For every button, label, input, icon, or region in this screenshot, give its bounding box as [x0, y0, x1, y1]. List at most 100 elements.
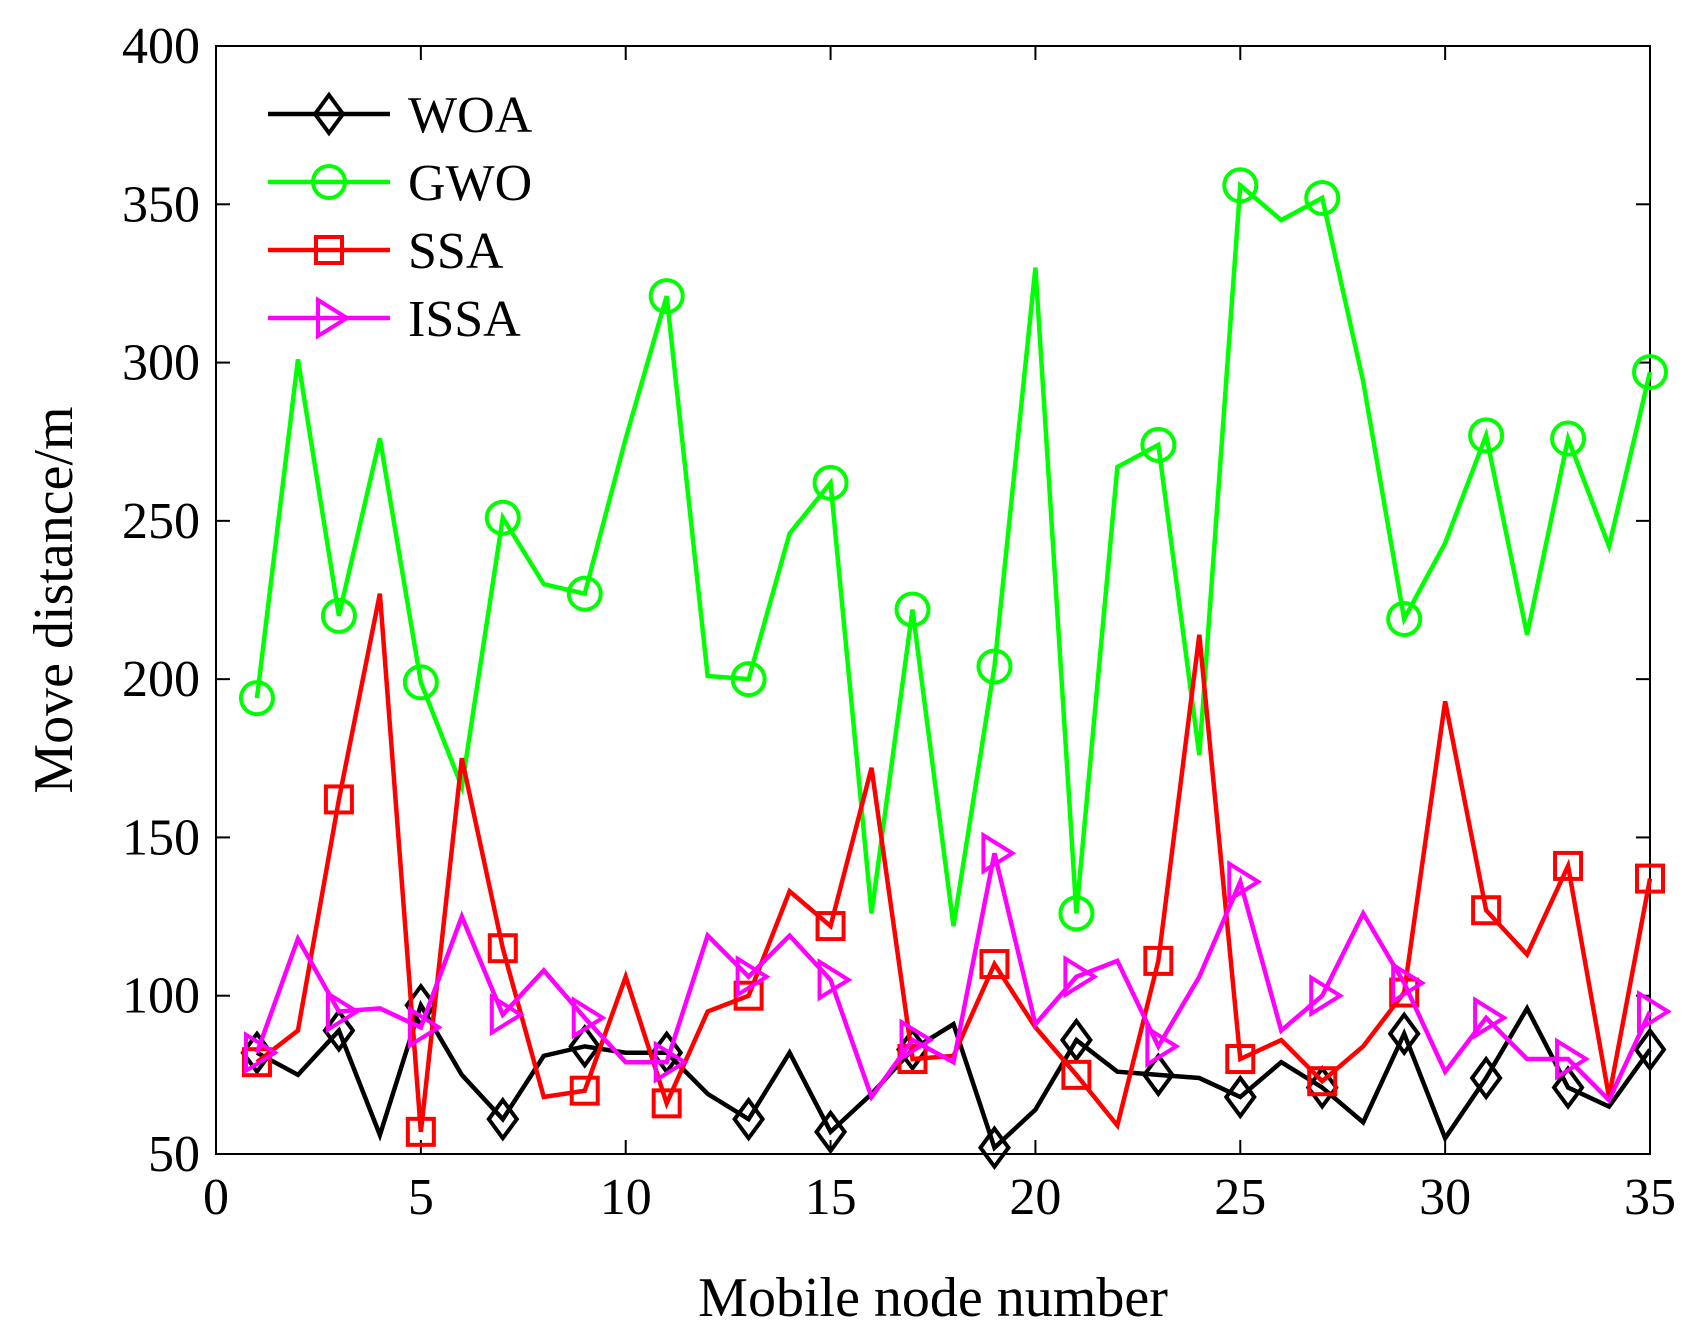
data-point-issa — [1637, 989, 1672, 1034]
data-point-woa — [1305, 1065, 1339, 1110]
y-tick-label: 350 — [122, 176, 200, 233]
y-tick-label: 50 — [148, 1126, 200, 1183]
data-point-ssa — [979, 949, 1010, 980]
legend-label: ISSA — [408, 291, 521, 348]
axis-ticks: 0 5 10 15 20 25 30 35 50 100 150 200 250 300 350 400 — [122, 18, 1676, 1226]
data-point-gwo — [1468, 417, 1505, 454]
data-point-ssa — [405, 1116, 436, 1147]
data-point-gwo — [238, 680, 275, 717]
data-point-gwo — [1222, 167, 1259, 204]
data-point-issa — [1145, 1024, 1181, 1068]
data-point-ssa — [323, 784, 354, 815]
data-point-woa — [486, 1096, 520, 1142]
x-tick-label: 0 — [203, 1169, 229, 1226]
data-point-ssa — [1307, 1066, 1338, 1097]
x-tick-label: 35 — [1624, 1169, 1676, 1226]
data-point-gwo — [1550, 420, 1587, 457]
x-tick-label: 20 — [1009, 1169, 1061, 1226]
data-point-issa — [571, 996, 607, 1040]
data-point-woa — [1059, 1017, 1093, 1063]
data-point-ssa — [1635, 863, 1665, 894]
data-point-woa — [1633, 1027, 1667, 1072]
y-tick-label: 100 — [122, 968, 200, 1025]
data-point-issa — [1227, 860, 1263, 904]
series-gwo — [238, 167, 1668, 932]
data-point-issa — [1063, 955, 1099, 999]
y-tick-label: 300 — [122, 335, 200, 392]
x-tick-label: 10 — [600, 1169, 652, 1226]
data-point-gwo — [320, 597, 357, 634]
data-point-gwo — [566, 575, 603, 612]
data-point-gwo — [976, 648, 1013, 685]
data-point-gwo — [894, 591, 931, 628]
data-point-ssa — [1143, 945, 1174, 976]
data-point-gwo — [1632, 354, 1668, 391]
series-line-issa — [254, 852, 1653, 1105]
data-point-woa — [732, 1096, 766, 1142]
data-point-woa — [1387, 1011, 1421, 1057]
data-point-ssa — [487, 933, 518, 964]
legend-marker — [311, 164, 347, 200]
series-line-gwo — [254, 180, 1653, 927]
data-point-issa — [653, 1040, 689, 1084]
data-point-gwo — [1140, 426, 1177, 463]
data-point-issa — [407, 1005, 443, 1049]
data-point-issa — [1391, 961, 1426, 1005]
legend-label: WOA — [408, 87, 533, 144]
series-line-woa — [255, 999, 1652, 1152]
y-tick-label: 150 — [122, 809, 200, 866]
data-point-ssa — [651, 1088, 682, 1119]
legend-marker — [312, 91, 346, 137]
data-point-gwo — [1386, 600, 1423, 637]
y-tick-label: 400 — [122, 18, 200, 75]
data-point-ssa — [1061, 1059, 1092, 1090]
y-tick-label: 200 — [122, 651, 200, 708]
data-point-woa — [814, 1109, 848, 1155]
data-point-woa — [1551, 1065, 1585, 1110]
data-point-gwo — [648, 278, 685, 315]
data-point-woa — [1141, 1052, 1175, 1098]
data-point-gwo — [1058, 895, 1095, 932]
legend-label: SSA — [408, 223, 504, 280]
data-point-issa — [899, 1018, 935, 1062]
data-point-ssa — [1225, 1044, 1256, 1075]
data-point-woa — [1469, 1055, 1503, 1101]
legend-item-issa: ISSA — [268, 291, 521, 348]
data-point-ssa — [1553, 850, 1584, 881]
data-point-woa — [1223, 1074, 1257, 1120]
series-issa — [243, 831, 1672, 1105]
legend-marker — [314, 235, 344, 265]
x-axis-label: Mobile node number — [698, 1267, 1168, 1329]
legend: WOA GWO SSA ISSA — [268, 87, 533, 348]
data-point-gwo — [484, 499, 521, 536]
data-point-issa — [1555, 1037, 1590, 1081]
data-point-woa — [977, 1125, 1011, 1171]
data-point-woa — [568, 1023, 602, 1069]
data-point-issa — [981, 831, 1017, 875]
data-point-issa — [735, 955, 771, 999]
data-point-issa — [243, 1031, 279, 1075]
plot-frame — [215, 45, 1651, 1155]
data-point-gwo — [402, 664, 439, 701]
data-point-gwo — [730, 661, 767, 698]
data-point-issa — [325, 989, 361, 1034]
x-tick-label: 30 — [1419, 1169, 1471, 1226]
series-woa — [240, 982, 1667, 1171]
legend-item-gwo: GWO — [268, 155, 532, 212]
y-axis-label: Move distance/m — [23, 406, 85, 793]
data-point-gwo — [1304, 179, 1341, 216]
x-tick-label: 15 — [805, 1169, 857, 1226]
data-point-gwo — [812, 464, 849, 501]
legend-item-woa: WOA — [268, 87, 533, 144]
y-tick-label: 250 — [122, 493, 200, 550]
data-point-ssa — [1471, 895, 1502, 926]
series-group — [238, 167, 1672, 1171]
x-tick-label: 5 — [408, 1169, 434, 1226]
data-point-issa — [489, 993, 525, 1037]
legend-label: GWO — [408, 155, 532, 212]
data-point-issa — [1473, 996, 1508, 1040]
data-point-issa — [1309, 974, 1345, 1018]
legend-marker — [316, 296, 351, 340]
data-point-ssa — [569, 1075, 600, 1106]
